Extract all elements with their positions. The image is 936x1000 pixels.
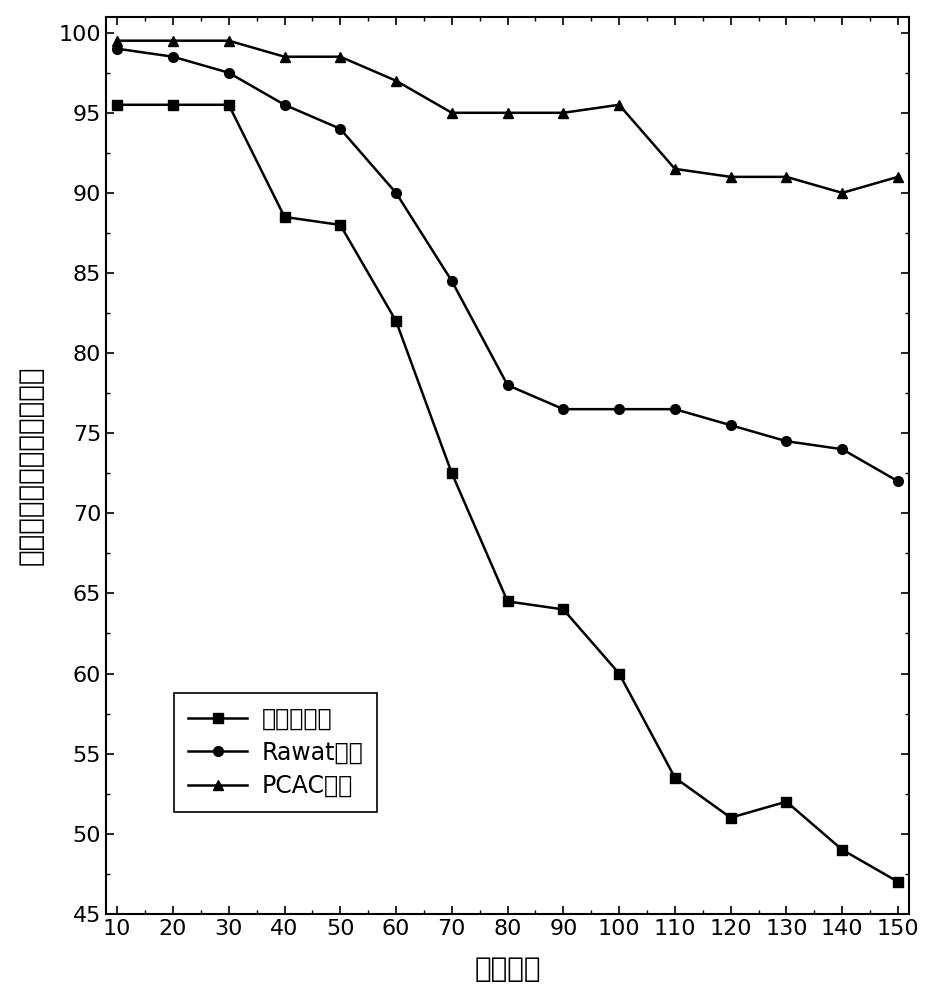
Rawat算法 [891, 475, 902, 487]
固定値算法 [502, 595, 513, 607]
PCAC算法 [668, 163, 680, 175]
Rawat算法 [334, 123, 345, 135]
PCAC算法 [836, 187, 847, 199]
PCAC算法 [446, 107, 457, 119]
PCAC算法 [891, 171, 902, 183]
Legend: 固定値算法, Rawat算法, PCAC算法: 固定値算法, Rawat算法, PCAC算法 [174, 693, 377, 812]
PCAC算法 [111, 35, 123, 47]
固定値算法 [390, 315, 402, 327]
Rawat算法 [668, 403, 680, 415]
Line: PCAC算法: PCAC算法 [112, 36, 902, 198]
固定値算法 [613, 668, 624, 680]
固定値算法 [334, 219, 345, 231]
Rawat算法 [168, 51, 179, 63]
Rawat算法 [111, 43, 123, 55]
固定値算法 [279, 211, 290, 223]
PCAC算法 [724, 171, 736, 183]
固定値算法 [780, 796, 791, 808]
Rawat算法 [836, 443, 847, 455]
固定値算法 [668, 772, 680, 784]
固定値算法 [891, 876, 902, 888]
PCAC算法 [780, 171, 791, 183]
Rawat算法 [613, 403, 624, 415]
固定値算法 [223, 99, 234, 111]
Rawat算法 [390, 187, 402, 199]
PCAC算法 [168, 35, 179, 47]
Y-axis label: 紧急消息的包投递率（％）: 紧急消息的包投递率（％） [17, 365, 45, 565]
固定値算法 [446, 467, 457, 479]
Rawat算法 [279, 99, 290, 111]
PCAC算法 [223, 35, 234, 47]
Rawat算法 [502, 379, 513, 391]
PCAC算法 [334, 51, 345, 63]
固定値算法 [724, 812, 736, 824]
Line: 固定値算法: 固定値算法 [112, 100, 902, 887]
PCAC算法 [279, 51, 290, 63]
固定値算法 [836, 844, 847, 856]
Rawat算法 [223, 67, 234, 79]
X-axis label: 节点数量: 节点数量 [474, 955, 540, 983]
PCAC算法 [557, 107, 568, 119]
PCAC算法 [613, 99, 624, 111]
PCAC算法 [502, 107, 513, 119]
固定値算法 [557, 603, 568, 615]
Rawat算法 [557, 403, 568, 415]
Rawat算法 [446, 275, 457, 287]
固定値算法 [111, 99, 123, 111]
Rawat算法 [780, 435, 791, 447]
固定値算法 [168, 99, 179, 111]
PCAC算法 [390, 75, 402, 87]
Rawat算法 [724, 419, 736, 431]
Line: Rawat算法: Rawat算法 [112, 44, 902, 486]
